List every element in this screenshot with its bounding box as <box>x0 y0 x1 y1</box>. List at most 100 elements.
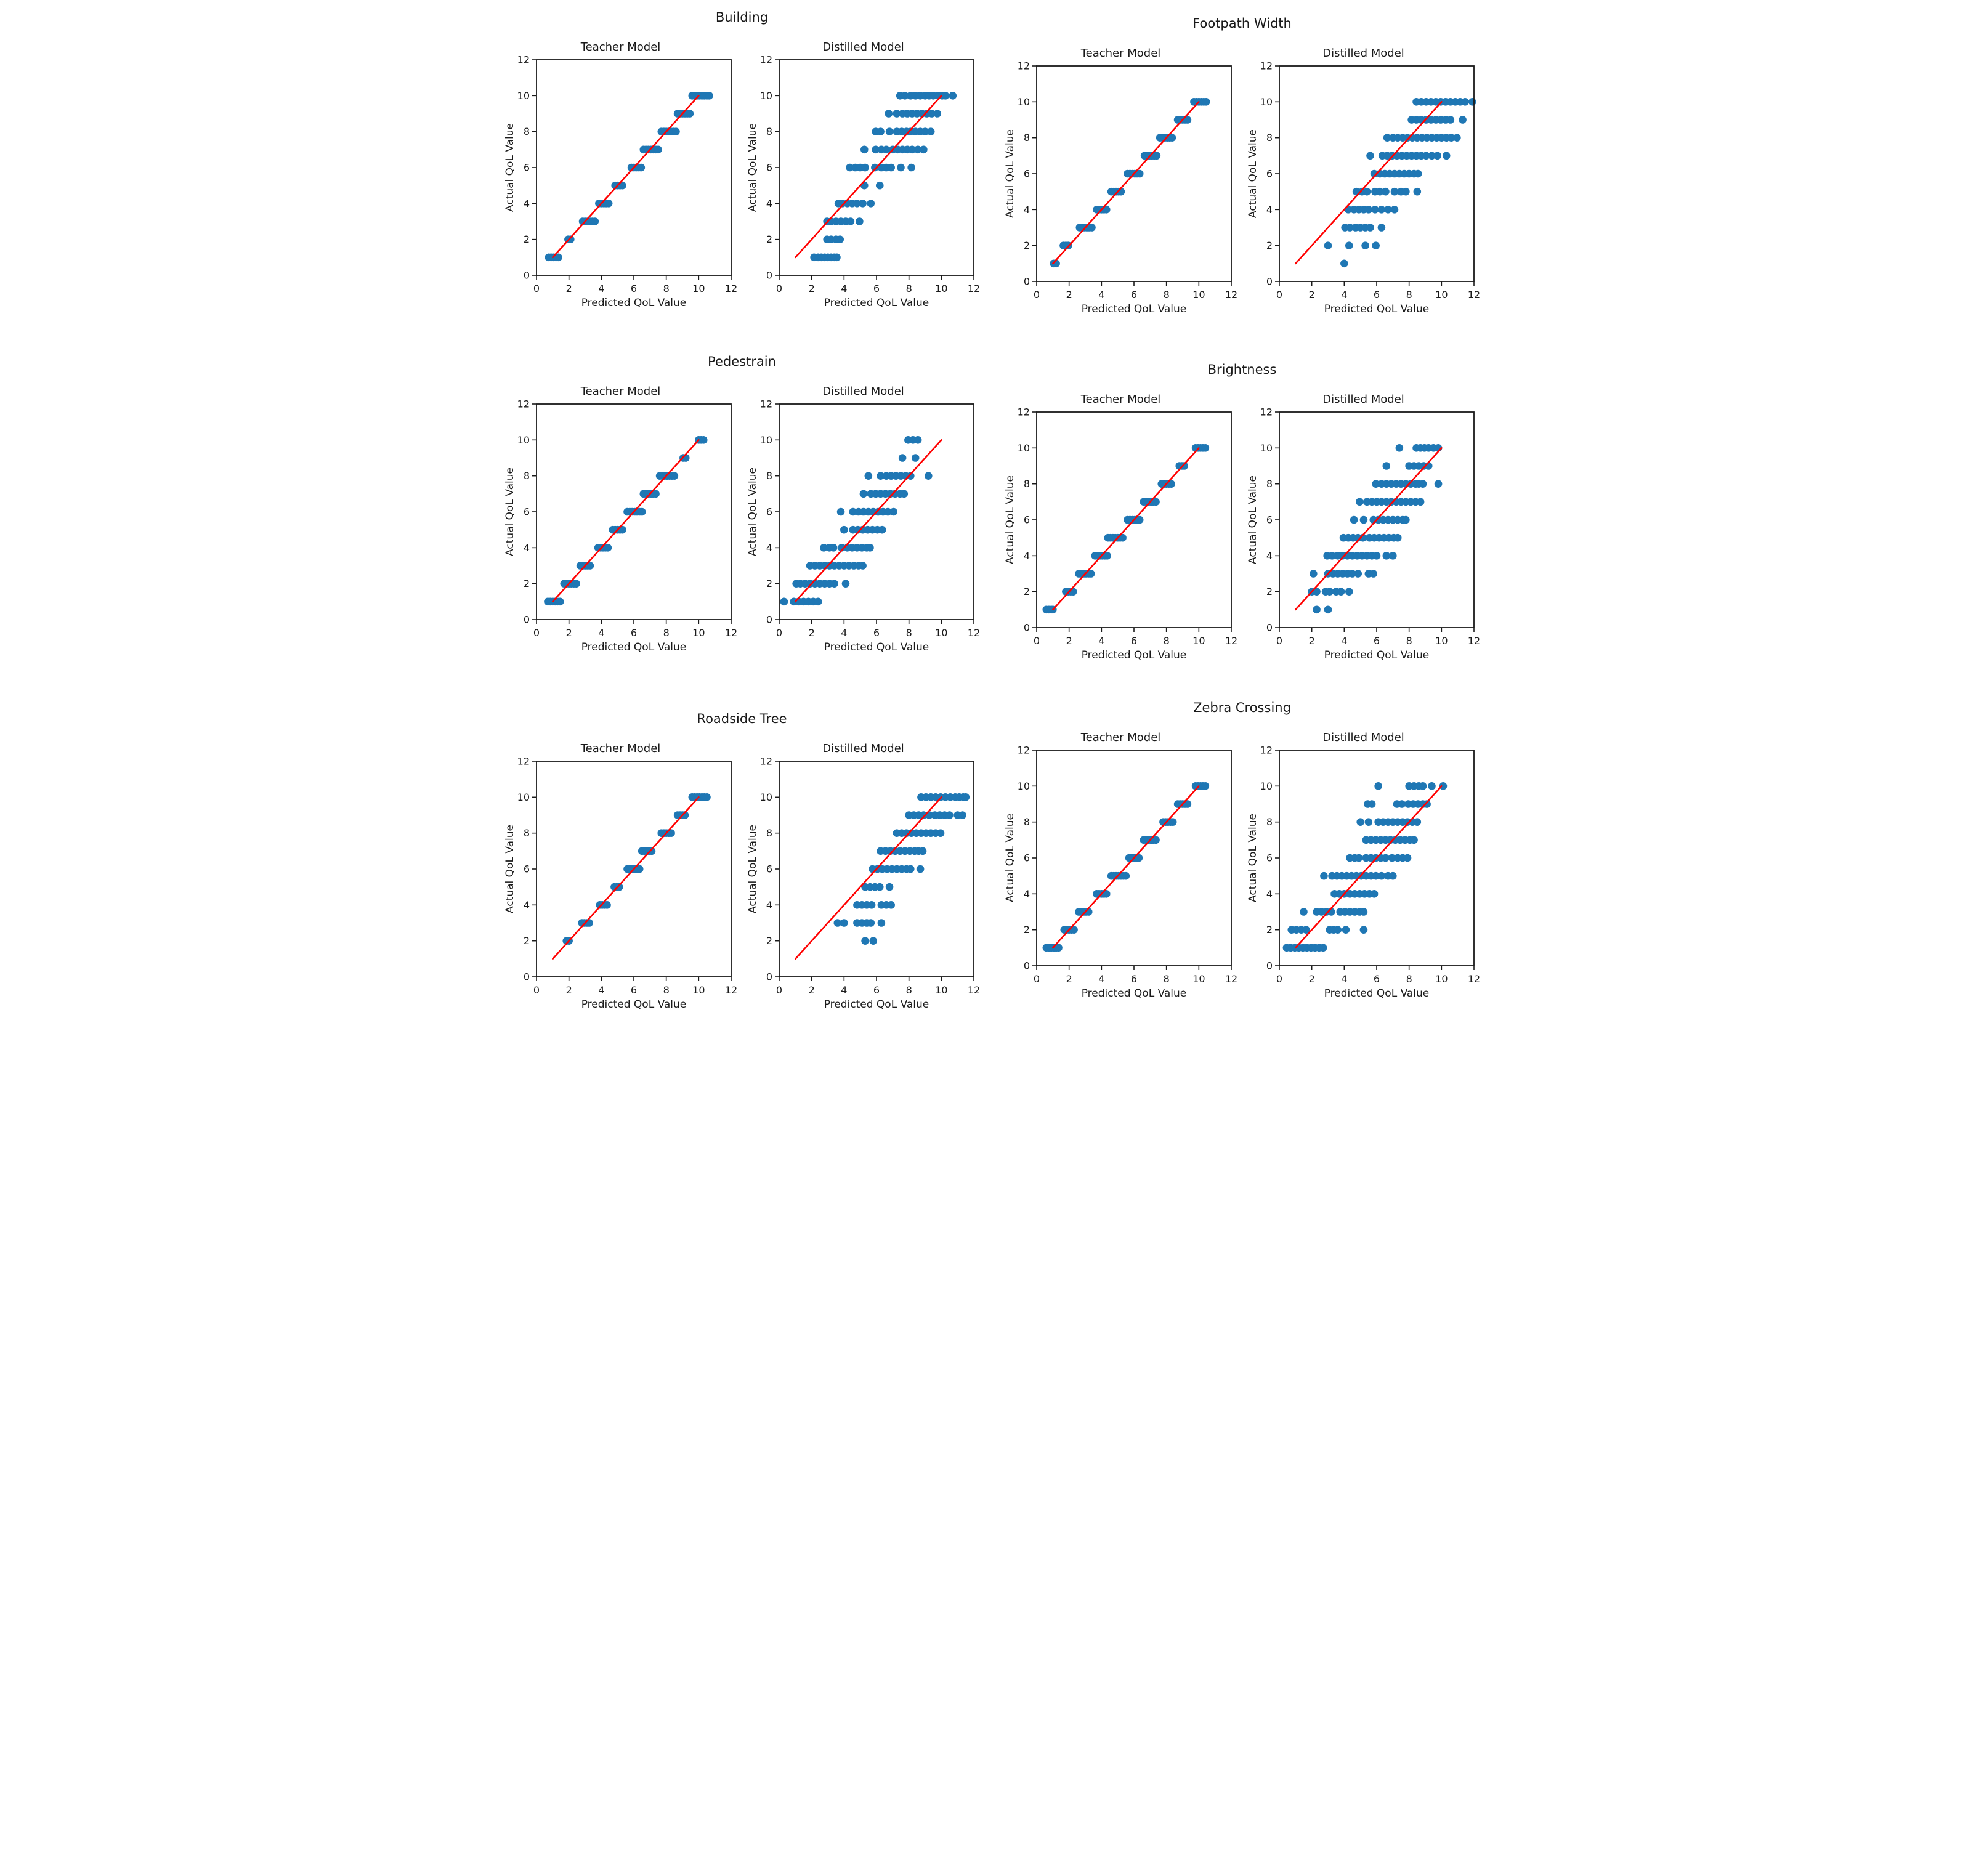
scatter-plot-zebra-distilled: 0 2 4 6 8 10 12 0 2 4 6 8 10 12 Predicted QoL Value Act… <box>1247 745 1480 1000</box>
svg-text:0: 0 <box>1033 289 1039 301</box>
panel-title: Teacher Model <box>580 385 661 398</box>
svg-text:Predicted QoL Value: Predicted QoL Value <box>824 641 929 653</box>
svg-text:4: 4 <box>1266 204 1272 216</box>
panel-pedestrain-teacher: Teacher Model 0 2 4 6 8 10 12 0 2 4 6 8 10 12 Predicte… <box>504 385 737 658</box>
svg-text:6: 6 <box>766 162 772 174</box>
svg-text:6: 6 <box>1373 973 1379 985</box>
svg-text:4: 4 <box>841 283 847 294</box>
svg-text:6: 6 <box>630 283 636 294</box>
svg-text:Actual QoL Value: Actual QoL Value <box>1005 475 1016 564</box>
svg-text:8: 8 <box>1266 478 1272 490</box>
svg-text:4: 4 <box>523 542 529 554</box>
svg-text:0: 0 <box>1033 635 1039 647</box>
svg-text:Predicted QoL Value: Predicted QoL Value <box>581 641 686 653</box>
svg-text:12: 12 <box>1225 973 1237 985</box>
svg-text:6: 6 <box>1266 514 1272 526</box>
svg-text:6: 6 <box>523 863 529 875</box>
svg-text:Predicted QoL Value: Predicted QoL Value <box>1081 303 1186 315</box>
svg-text:6: 6 <box>523 162 529 174</box>
svg-text:8: 8 <box>905 627 912 639</box>
svg-text:12: 12 <box>1225 635 1237 647</box>
svg-text:0: 0 <box>1266 276 1272 288</box>
svg-text:Predicted QoL Value: Predicted QoL Value <box>824 297 929 309</box>
panel-title: Distilled Model <box>1322 393 1404 406</box>
panels-footpath-width: Teacher Model 0 2 4 6 8 10 12 0 2 4 6 8 10 12 Predicte… <box>1005 47 1480 320</box>
svg-text:2: 2 <box>1066 289 1072 301</box>
svg-text:4: 4 <box>598 984 604 996</box>
svg-text:6: 6 <box>1023 514 1029 526</box>
svg-text:4: 4 <box>1266 550 1272 562</box>
svg-text:Predicted QoL Value: Predicted QoL Value <box>1081 649 1186 661</box>
group-footpath-width: Footpath Width Teacher Model 0 2 4 6 8 10 12 0 2… <box>1003 10 1481 320</box>
panel-roadside-teacher: Teacher Model 0 2 4 6 8 10 12 0 2 4 6 8 10 12 Predicte… <box>504 742 737 1015</box>
svg-text:4: 4 <box>523 198 529 209</box>
svg-text:4: 4 <box>1266 888 1272 900</box>
svg-text:8: 8 <box>1406 289 1412 301</box>
svg-text:0: 0 <box>766 971 772 983</box>
svg-text:2: 2 <box>565 627 572 639</box>
svg-text:10: 10 <box>1435 635 1448 647</box>
svg-text:2: 2 <box>565 283 572 294</box>
svg-text:4: 4 <box>1023 888 1029 900</box>
svg-text:12: 12 <box>1225 289 1237 301</box>
panel-brightness-distilled: Distilled Model 0 2 4 6 8 10 12 0 2 4 6 8 10 12 Predic… <box>1247 393 1480 666</box>
svg-text:8: 8 <box>1023 132 1029 144</box>
svg-text:10: 10 <box>759 791 772 803</box>
svg-text:6: 6 <box>766 863 772 875</box>
svg-text:2: 2 <box>808 283 814 294</box>
svg-text:2: 2 <box>1023 240 1029 251</box>
group-title-pedestrain: Pedestrain <box>708 354 776 369</box>
svg-text:8: 8 <box>523 470 529 482</box>
svg-text:Actual QoL Value: Actual QoL Value <box>747 123 759 212</box>
svg-text:12: 12 <box>1260 407 1272 418</box>
svg-text:8: 8 <box>663 627 669 639</box>
svg-text:8: 8 <box>1266 132 1272 144</box>
svg-text:0: 0 <box>1023 960 1029 972</box>
svg-text:12: 12 <box>517 756 529 767</box>
panel-title: Distilled Model <box>1322 47 1404 60</box>
scatter-plot-footpath-distilled: 0 2 4 6 8 10 12 0 2 4 6 8 10 12 Predicted QoL Value Act… <box>1247 61 1480 315</box>
scatter-plot-pedestrain-distilled: 0 2 4 6 8 10 12 0 2 4 6 8 10 12 Predicted QoL Value Act… <box>747 399 980 653</box>
svg-text:Predicted QoL Value: Predicted QoL Value <box>581 297 686 309</box>
panel-building-teacher: Teacher Model 0 2 4 6 8 10 12 0 2 4 6 8 10 12 Predicte… <box>504 41 737 313</box>
svg-text:Predicted QoL Value: Predicted QoL Value <box>1324 303 1429 315</box>
svg-text:10: 10 <box>1017 780 1029 792</box>
svg-text:4: 4 <box>598 627 604 639</box>
panel-pedestrain-distilled: Distilled Model 0 2 4 6 8 10 12 0 2 4 6 8 10 12 Predic… <box>747 385 980 658</box>
svg-text:2: 2 <box>1066 635 1072 647</box>
svg-text:6: 6 <box>1130 973 1136 985</box>
svg-text:2: 2 <box>1023 924 1029 936</box>
panel-title: Teacher Model <box>1080 47 1161 60</box>
svg-text:12: 12 <box>1017 745 1029 756</box>
svg-text:2: 2 <box>1266 586 1272 597</box>
svg-text:12: 12 <box>1260 745 1272 756</box>
group-title-roadside-tree: Roadside Tree <box>697 711 787 726</box>
svg-text:10: 10 <box>1017 96 1029 108</box>
svg-text:2: 2 <box>1023 586 1029 597</box>
panels-roadside-tree: Teacher Model 0 2 4 6 8 10 12 0 2 4 6 8 10 12 Predicte… <box>504 742 980 1015</box>
scatter-plot-roadside-distilled: 0 2 4 6 8 10 12 0 2 4 6 8 10 12 Predicted QoL Value Act… <box>747 756 980 1011</box>
svg-text:0: 0 <box>1023 276 1029 288</box>
panels-zebra-crossing: Teacher Model 0 2 4 6 8 10 12 0 2 4 6 8 10 12 Predicte… <box>1005 731 1480 1004</box>
svg-text:10: 10 <box>935 627 947 639</box>
scatter-plot-building-distilled: 0 2 4 6 8 10 12 0 2 4 6 8 10 12 Predicted QoL Value Act… <box>747 55 980 309</box>
panel-title: Teacher Model <box>1080 393 1161 406</box>
svg-text:12: 12 <box>1467 973 1480 985</box>
svg-text:8: 8 <box>1023 478 1029 490</box>
svg-text:12: 12 <box>759 399 772 410</box>
svg-text:6: 6 <box>523 506 529 518</box>
svg-text:4: 4 <box>1098 635 1104 647</box>
svg-text:10: 10 <box>1260 96 1272 108</box>
svg-text:4: 4 <box>1023 550 1029 562</box>
svg-text:2: 2 <box>766 578 772 589</box>
svg-text:4: 4 <box>1341 973 1347 985</box>
scatter-plot-roadside-teacher: 0 2 4 6 8 10 12 0 2 4 6 8 10 12 Predicted QoL Value Act… <box>504 756 737 1011</box>
scatter-plot-footpath-teacher: 0 2 4 6 8 10 12 0 2 4 6 8 10 12 Predicted QoL Value Act… <box>1005 61 1237 315</box>
svg-text:0: 0 <box>1266 960 1272 972</box>
svg-text:10: 10 <box>1017 442 1029 454</box>
svg-text:0: 0 <box>775 984 782 996</box>
figure-canvas: Building Teacher Model 0 2 4 6 8 10 12 0 2 4 6 8 10 1… <box>493 0 1491 1025</box>
svg-text:10: 10 <box>1192 635 1205 647</box>
svg-text:0: 0 <box>523 614 529 626</box>
panel-title: Teacher Model <box>580 742 661 755</box>
